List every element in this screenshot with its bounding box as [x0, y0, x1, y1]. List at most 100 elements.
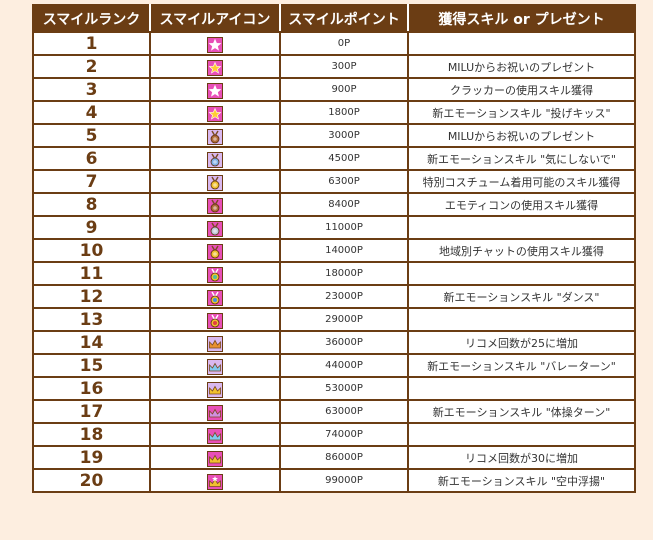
crown-icon	[207, 450, 223, 467]
smile-points-cell: 3000P	[279, 123, 409, 148]
skill-or-present-cell	[407, 261, 636, 286]
smile-points-cell: 63000P	[279, 399, 409, 424]
smile-icon-cell	[149, 77, 281, 102]
medal-icon	[207, 174, 223, 191]
smile-points-cell: 86000P	[279, 445, 409, 470]
smile-rank-cell: 19	[32, 445, 151, 470]
table-row: 13 29000P	[32, 307, 636, 332]
table-row: 18 74000P	[32, 422, 636, 447]
skill-or-present-cell: 新エモーションスキル "投げキッス"	[407, 100, 636, 125]
skill-or-present-cell: MILUからお祝いのプレゼント	[407, 54, 636, 79]
smile-points-cell: 8400P	[279, 192, 409, 217]
header-row: スマイルランク スマイルアイコン スマイルポイント 獲得スキル or プレゼント	[32, 4, 636, 33]
smile-rank-cell: 3	[32, 77, 151, 102]
smile-rank-cell: 17	[32, 399, 151, 424]
medal-icon	[207, 128, 223, 145]
crown-star-icon	[207, 473, 223, 490]
smile-icon-cell	[149, 215, 281, 240]
skill-or-present-cell	[407, 215, 636, 240]
smile-icon-cell	[149, 238, 281, 263]
medal-icon	[207, 151, 223, 168]
smile-icon-cell	[149, 468, 281, 493]
smile-rank-table-frame: スマイルランク スマイルアイコン スマイルポイント 獲得スキル or プレゼント…	[32, 4, 636, 536]
skill-or-present-cell: 特別コスチューム着用可能のスキル獲得	[407, 169, 636, 194]
header-smile-rank: スマイルランク	[32, 4, 151, 33]
smile-icon-cell	[149, 169, 281, 194]
skill-or-present-cell: 新エモーションスキル "気にしないで"	[407, 146, 636, 171]
header-smile-icon: スマイルアイコン	[149, 4, 281, 33]
skill-or-present-cell: エモティコンの使用スキル獲得	[407, 192, 636, 217]
smile-icon-cell	[149, 192, 281, 217]
smile-icon-cell	[149, 353, 281, 378]
skill-or-present-cell	[407, 307, 636, 332]
smile-points-cell: 0P	[279, 31, 409, 56]
gem-medal-icon	[207, 312, 223, 329]
smile-rank-cell: 20	[32, 468, 151, 493]
table-row: 2 300P MILUからお祝いのプレゼント	[32, 54, 636, 79]
smile-icon-cell	[149, 376, 281, 401]
smile-icon-cell	[149, 146, 281, 171]
smile-points-cell: 1800P	[279, 100, 409, 125]
smile-icon-cell	[149, 422, 281, 447]
smile-points-cell: 4500P	[279, 146, 409, 171]
skill-or-present-cell: クラッカーの使用スキル獲得	[407, 77, 636, 102]
skill-or-present-cell: 新エモーションスキル "バレーターン"	[407, 353, 636, 378]
smile-icon-cell	[149, 261, 281, 286]
smile-icon-cell	[149, 445, 281, 470]
smile-points-cell: 14000P	[279, 238, 409, 263]
smile-rank-table: スマイルランク スマイルアイコン スマイルポイント 獲得スキル or プレゼント…	[32, 4, 636, 493]
medal-icon	[207, 220, 223, 237]
table-row: 12 23000P 新エモーションスキル "ダンス"	[32, 284, 636, 309]
crown-icon	[207, 358, 223, 375]
crown-icon	[207, 335, 223, 352]
smile-points-cell: 300P	[279, 54, 409, 79]
medal-icon	[207, 197, 223, 214]
smile-points-cell: 29000P	[279, 307, 409, 332]
table-row: 5 3000P MILUからお祝いのプレゼント	[32, 123, 636, 148]
star-icon	[207, 59, 223, 76]
skill-or-present-cell: リコメ回数が25に増加	[407, 330, 636, 355]
skill-or-present-cell: リコメ回数が30に増加	[407, 445, 636, 470]
smile-rank-cell: 15	[32, 353, 151, 378]
table-row: 14 36000P リコメ回数が25に増加	[32, 330, 636, 355]
smile-icon-cell	[149, 123, 281, 148]
smile-rank-cell: 18	[32, 422, 151, 447]
table-row: 10 14000P 地域別チャットの使用スキル獲得	[32, 238, 636, 263]
smile-points-cell: 74000P	[279, 422, 409, 447]
smile-points-cell: 18000P	[279, 261, 409, 286]
table-row: 1 0P	[32, 31, 636, 56]
gem-medal-icon	[207, 266, 223, 283]
table-row: 11 18000P	[32, 261, 636, 286]
smile-rank-cell: 10	[32, 238, 151, 263]
skill-or-present-cell: MILUからお祝いのプレゼント	[407, 123, 636, 148]
smile-points-cell: 53000P	[279, 376, 409, 401]
star-icon	[207, 36, 223, 53]
smile-rank-cell: 16	[32, 376, 151, 401]
skill-or-present-cell: 新エモーションスキル "体操ターン"	[407, 399, 636, 424]
smile-rank-cell: 14	[32, 330, 151, 355]
smile-rank-cell: 6	[32, 146, 151, 171]
skill-or-present-cell: 新エモーションスキル "ダンス"	[407, 284, 636, 309]
smile-points-cell: 99000P	[279, 468, 409, 493]
smile-points-cell: 36000P	[279, 330, 409, 355]
smile-icon-cell	[149, 307, 281, 332]
skill-or-present-cell	[407, 422, 636, 447]
rank-rows: 1 0P 2 300P MILUからお祝いのプレゼント 3 900P クラッカーの使用スキル獲…	[32, 31, 636, 493]
table-row: 17 63000P 新エモーションスキル "体操ターン"	[32, 399, 636, 424]
skill-or-present-cell	[407, 31, 636, 56]
smile-icon-cell	[149, 54, 281, 79]
crown-icon	[207, 427, 223, 444]
table-row: 8 8400P エモティコンの使用スキル獲得	[32, 192, 636, 217]
crown-icon	[207, 404, 223, 421]
medal-icon	[207, 243, 223, 260]
smile-rank-cell: 1	[32, 31, 151, 56]
smile-points-cell: 23000P	[279, 284, 409, 309]
crown-icon	[207, 381, 223, 398]
table-row: 9 11000P	[32, 215, 636, 240]
header-skill-or-present: 獲得スキル or プレゼント	[407, 4, 636, 33]
smile-rank-cell: 11	[32, 261, 151, 286]
table-row: 19 86000P リコメ回数が30に増加	[32, 445, 636, 470]
smile-points-cell: 11000P	[279, 215, 409, 240]
smile-rank-cell: 12	[32, 284, 151, 309]
smile-icon-cell	[149, 330, 281, 355]
